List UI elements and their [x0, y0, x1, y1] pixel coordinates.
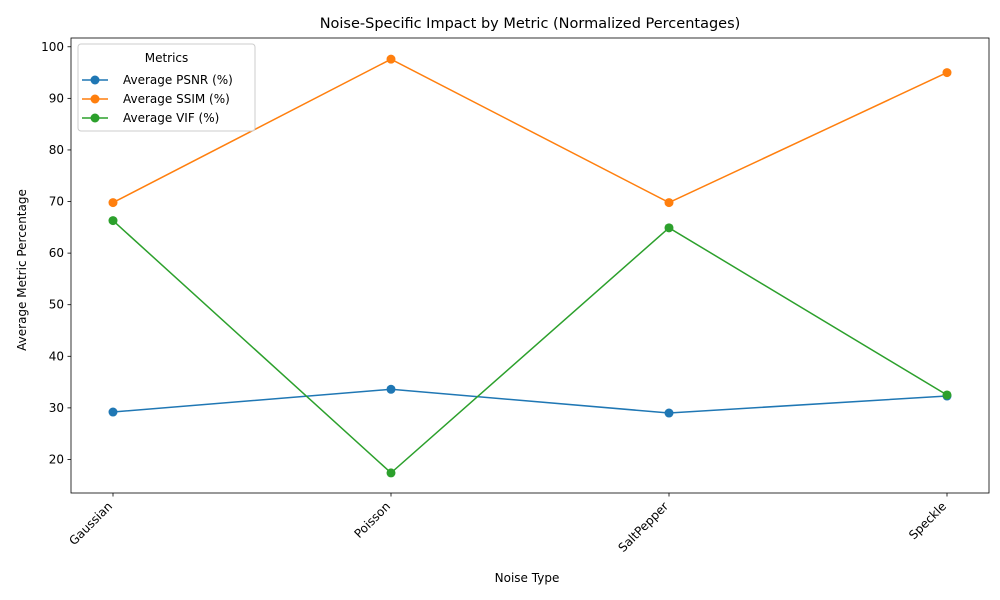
legend-label: Average PSNR (%): [123, 73, 233, 87]
y-axis-title: Average Metric Percentage: [15, 189, 29, 351]
data-point: [664, 223, 674, 233]
data-point: [108, 216, 118, 226]
series-line: [112, 220, 948, 474]
data-point: [386, 384, 396, 394]
data-point: [942, 390, 952, 400]
plot-area: [70, 37, 990, 494]
data-point: [386, 468, 396, 478]
chart-title: Noise-Specific Impact by Metric (Normali…: [320, 16, 741, 32]
data-point: [386, 54, 396, 64]
y-tick-label: 70: [49, 195, 64, 209]
legend-title: Metrics: [145, 51, 189, 65]
data-point: [942, 68, 952, 78]
data-point: [108, 198, 118, 208]
series-3: [108, 216, 952, 478]
y-tick-label: 100: [41, 40, 64, 54]
legend-label: Average VIF (%): [123, 111, 219, 125]
x-axis-title: Noise Type: [495, 571, 560, 585]
y-tick-label: 40: [49, 349, 64, 363]
y-tick-label: 50: [49, 298, 64, 312]
y-axis: 20 30 40 50 60 70 80 90 100: [41, 40, 71, 466]
legend-marker: [90, 94, 100, 104]
legend: Metrics Average PSNR (%) Average SSIM (%)…: [77, 43, 256, 132]
y-tick-label: 30: [49, 401, 64, 415]
y-tick-label: 60: [49, 246, 64, 260]
data-point: [108, 407, 118, 417]
series-line: [112, 388, 948, 414]
data-point: [664, 198, 674, 208]
data-point: [664, 408, 674, 418]
y-tick-label: 20: [49, 452, 64, 466]
legend-label: Average SSIM (%): [123, 92, 230, 106]
legend-marker: [90, 113, 100, 123]
y-tick-label: 80: [49, 143, 64, 157]
y-tick-label: 90: [49, 91, 64, 105]
legend-frame: [77, 43, 256, 132]
legend-marker: [90, 75, 100, 85]
plot-frame: [70, 37, 990, 494]
